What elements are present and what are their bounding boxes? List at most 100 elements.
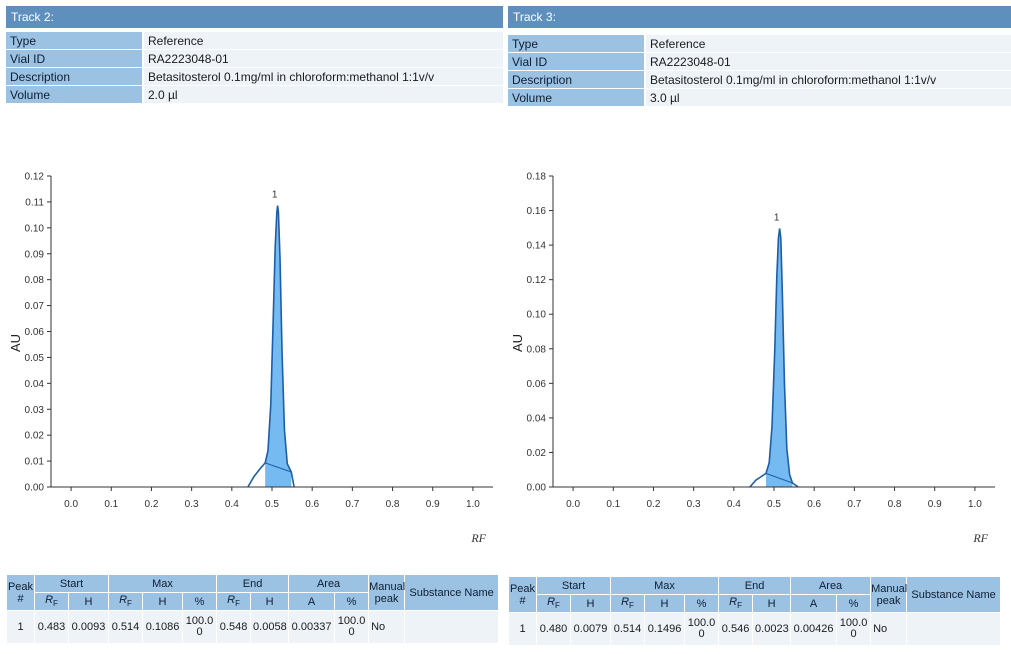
series-line bbox=[749, 228, 799, 488]
col-area-a: A bbox=[288, 592, 336, 611]
y-tick-label: 0.06 bbox=[25, 327, 45, 338]
peak-table: Peak # Start Max End Area Manual peak Sub… bbox=[6, 574, 500, 644]
y-tick-label: 0.06 bbox=[527, 379, 547, 390]
col-end-rf: RF bbox=[216, 592, 252, 611]
col-start: Start bbox=[33, 574, 110, 593]
track-info-table: Type Reference Vial ID RA2223048-01 Descri… bbox=[6, 32, 503, 104]
col-max-h: H bbox=[142, 592, 184, 611]
y-tick-label: 0.05 bbox=[25, 353, 45, 364]
info-value: Reference bbox=[644, 35, 1011, 53]
y-tick-label: 0.07 bbox=[25, 301, 45, 312]
densitogram-chart: 0.000.010.020.030.040.050.060.070.080.09… bbox=[8, 172, 493, 545]
y-tick-label: 0.12 bbox=[25, 172, 45, 183]
x-tick-label: 0.2 bbox=[647, 499, 661, 510]
peak-area bbox=[265, 205, 292, 488]
peak-label: 1 bbox=[272, 190, 278, 201]
end-rf: 0.548 bbox=[216, 610, 252, 644]
x-tick-label: 0.3 bbox=[687, 499, 701, 510]
table-row: 1 0.480 0.0079 0.514 0.1496 100.00 0.546… bbox=[508, 612, 1002, 646]
col-area: Area bbox=[790, 576, 872, 595]
start-h: 0.0093 bbox=[67, 610, 110, 644]
x-tick-label: 1.0 bbox=[968, 499, 982, 510]
peak-table-header-row: Peak # Start Max End Area Manual peak Sub… bbox=[508, 576, 1002, 613]
y-tick-label: 0.00 bbox=[25, 483, 45, 494]
peak-table-header-row: Peak # Start Max End Area Manual peak Sub… bbox=[6, 574, 500, 611]
info-key: Volume bbox=[6, 85, 143, 104]
manual-peak: No bbox=[870, 612, 908, 646]
start-rf: 0.483 bbox=[34, 610, 69, 644]
substance-name bbox=[906, 612, 1002, 646]
col-max-pct: % bbox=[182, 592, 218, 611]
y-axis-label: AU bbox=[510, 334, 525, 352]
area-pct: 100.00 bbox=[836, 612, 872, 646]
info-row-volume: Volume 3.0 µl bbox=[508, 88, 1011, 107]
col-start-h: H bbox=[569, 594, 612, 613]
x-tick-label: 0.3 bbox=[185, 499, 199, 510]
max-rf: 0.514 bbox=[108, 610, 144, 644]
peak-num: 1 bbox=[508, 612, 537, 646]
series-line bbox=[247, 205, 295, 488]
y-tick-label: 0.00 bbox=[527, 483, 547, 494]
peak-num: 1 bbox=[6, 610, 35, 644]
y-tick-label: 0.08 bbox=[527, 344, 547, 355]
col-area-pct: % bbox=[334, 592, 370, 611]
x-tick-label: 0.6 bbox=[807, 499, 821, 510]
col-area-a: A bbox=[790, 594, 838, 613]
col-end: End bbox=[718, 576, 792, 595]
info-row-vial-id: Vial ID RA2223048-01 bbox=[6, 49, 503, 68]
x-tick-label: 0.0 bbox=[566, 499, 580, 510]
y-tick-label: 0.14 bbox=[527, 241, 547, 252]
y-tick-label: 0.08 bbox=[25, 275, 45, 286]
col-max: Max bbox=[610, 576, 720, 595]
col-start: Start bbox=[535, 576, 612, 595]
track-info-table: Type Reference Vial ID RA2223048-01 Descri… bbox=[508, 35, 1011, 107]
info-key: Description bbox=[6, 67, 143, 86]
x-tick-label: 0.7 bbox=[345, 499, 359, 510]
col-end-h: H bbox=[250, 592, 290, 611]
info-row-type: Type Reference bbox=[6, 32, 503, 50]
y-tick-label: 0.12 bbox=[527, 275, 547, 286]
info-key: Vial ID bbox=[508, 52, 645, 71]
y-tick-label: 0.02 bbox=[25, 431, 45, 442]
x-axis-label: RF bbox=[470, 531, 486, 545]
info-key: Description bbox=[508, 70, 645, 89]
track-header: Track 3: bbox=[508, 6, 1011, 28]
y-tick-label: 0.09 bbox=[25, 249, 45, 260]
start-rf: 0.480 bbox=[536, 612, 571, 646]
info-value: Reference bbox=[142, 32, 503, 50]
max-rf: 0.514 bbox=[610, 612, 646, 646]
col-substance-name: Substance Name bbox=[404, 574, 500, 611]
max-h: 0.1086 bbox=[142, 610, 184, 644]
start-h: 0.0079 bbox=[569, 612, 612, 646]
x-tick-label: 0.4 bbox=[727, 499, 741, 510]
info-value: 3.0 µl bbox=[644, 88, 1011, 107]
info-value: RA2223048-01 bbox=[644, 52, 1011, 71]
info-row-type: Type Reference bbox=[508, 35, 1011, 53]
peak-table-subheader-row: RF H RF H % RF H A % bbox=[7, 592, 499, 611]
info-key: Volume bbox=[508, 88, 645, 107]
col-peak: Peak # bbox=[508, 576, 537, 613]
y-tick-label: 0.16 bbox=[527, 206, 547, 217]
area-a: 0.00337 bbox=[288, 610, 336, 644]
col-end-rf: RF bbox=[718, 594, 754, 613]
col-area-pct: % bbox=[836, 594, 872, 613]
col-end: End bbox=[216, 574, 290, 593]
col-max-rf: RF bbox=[108, 592, 144, 611]
x-tick-label: 0.8 bbox=[888, 499, 902, 510]
x-tick-label: 0.4 bbox=[225, 499, 239, 510]
col-start-rf: RF bbox=[536, 594, 571, 613]
y-tick-label: 0.02 bbox=[527, 448, 547, 459]
end-h: 0.0058 bbox=[250, 610, 290, 644]
x-tick-label: 0.0 bbox=[64, 499, 78, 510]
densitogram-chart: 0.00 0.02 0.04 0.06 0.08 0.10 0.12 0.14 0.16 0.18… bbox=[510, 172, 995, 545]
col-manual-peak: Manual peak bbox=[870, 576, 907, 613]
x-tick-label: 0.6 bbox=[305, 499, 319, 510]
info-key: Type bbox=[6, 32, 143, 50]
peak-table: Peak # Start Max End Area Manual peak Sub… bbox=[508, 576, 1002, 646]
x-axis-label: RF bbox=[972, 531, 988, 545]
manual-peak: No bbox=[368, 610, 406, 644]
y-tick-label: 0.18 bbox=[527, 172, 547, 183]
col-end-h: H bbox=[752, 594, 792, 613]
x-tick-label: 0.7 bbox=[847, 499, 861, 510]
info-value: 2.0 µl bbox=[142, 85, 503, 104]
